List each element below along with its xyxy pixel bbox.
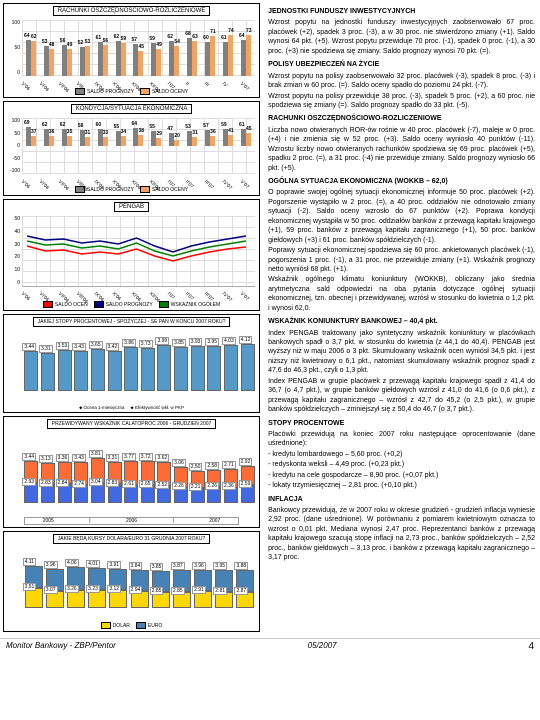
chart-inflacja-prog: PRZEWIDYWANY WSKAŹNIK CALATOPROC 2006 - …: [3, 416, 260, 528]
chart6-legend: DOLAR EURO: [6, 622, 257, 629]
page-number: 4: [528, 641, 534, 652]
chart5-title: PRZEWIDYWANY WSKAŹNIK CALATOPROC 2006 - …: [47, 419, 217, 429]
chart-ror: RACHUNKI OSZCZĘDNOŚCIOWO-ROZLICZENIOWE 1…: [3, 3, 260, 98]
footer: Monitor Bankowy - ZBP/Pentor 05/2007 4: [0, 638, 540, 654]
chart1-title: RACHUNKI OSZCZĘDNOŚCIOWO-ROZLICZENIOWE: [53, 6, 211, 16]
h-ror: RACHUNKI OSZCZĘDNOŚCIOWO-ROZLICZENIOWE: [268, 114, 535, 123]
chart3-legend: SALDO OCEN SALDO PROGNOZY WSKAŹNIK OGÓŁE…: [6, 301, 257, 308]
chart3-area: 50403020100 V'06VI'06VII'06VIII'06IX'06X…: [22, 216, 255, 287]
l-stopy1: - kredytu lombardowego – 5,60 proc. (+0,…: [268, 450, 535, 459]
p-jednostki: Wzrost popytu na jednostki funduszy inwe…: [268, 18, 535, 56]
l-stopy4: - lokaty trzymiesięcznej – 2,81 proc. (+…: [268, 481, 535, 490]
p-inflacja: Bankowcy przewidują, że w 2007 roku w ok…: [268, 506, 535, 563]
chart4-area: 3.443.313.533.433.653.423.863.733.993.85…: [22, 331, 255, 391]
chart4-legend: ⬥ Ocena 1-miesięczna ⬥ Efektywność wkł. …: [6, 405, 257, 410]
p-polisy2: Wzrost popytu na polisy przewiduje 38 pr…: [268, 92, 535, 111]
h-stopy: STOPY PROCENTOWE: [268, 419, 535, 428]
chart-kursy: JAKIE BĘDĄ KURSY DOLARA/EURO 31 GRUDNIA …: [3, 531, 260, 632]
chart6-area: 4.113.513.963.074.063.264.013.233.913.12…: [22, 548, 255, 608]
chart3-title: PENGAB: [114, 202, 149, 212]
p-polisy1: Wzrost popytu na polisy zaobserwowało 32…: [268, 72, 535, 91]
p-ogolna2: Poprawy sytuacji ekonomicznej spodziewa …: [268, 246, 535, 274]
chart2-area: 100500-50-100 69376236623558316033553464…: [22, 118, 255, 174]
chart-pengab: PENGAB 50403020100 V'06VI'06VII'06VIII'0…: [3, 199, 260, 311]
chart2-title: KONDYCJA/SYTUACJA EKONOMICZNA: [71, 104, 193, 114]
chart-stopy: JAKIEJ STOPY PROCENTOWEJ - SPOŻYCZEJ - S…: [3, 314, 260, 413]
p-wskaznik1: Index PENGAB traktowany jako syntetyczny…: [268, 329, 535, 376]
h-jednostki: JEDNOSTKI FUNDUSZY INWESTYCYJNYCH: [268, 7, 535, 16]
h-wskaznik: WSKAŹNIK KONIUNKTURY BANKOWEJ – 40,4 pkt…: [268, 317, 535, 326]
h-ogolna: OGÓLNA SYTUACJA EKONOMICZNA (WOKKB – 62,…: [268, 177, 535, 186]
p-ogolna3: Wskaźnik ogólnego klimatu koniunktury (W…: [268, 275, 535, 313]
h-inflacja: INFLACJA: [268, 495, 535, 504]
l-stopy3: - kredytu na cele gospodarcze – 8,90 pro…: [268, 471, 535, 480]
footer-left: Monitor Bankowy - ZBP/Pentor: [6, 641, 116, 652]
chart6-title: JAKIE BĘDĄ KURSY DOLARA/EURO 31 GRUDNIA …: [53, 534, 210, 544]
chart1-area: 100500 646253485649525361566259574559496…: [22, 20, 255, 76]
p-stopy: Placówki przewidują na koniec 2007 roku …: [268, 430, 535, 449]
chart5-area: 3.442.933.132.833.362.843.432.743.813.04…: [22, 433, 255, 503]
chart4-title: JAKIEJ STOPY PROCENTOWEJ - SPOŻYCZEJ - S…: [33, 317, 231, 327]
footer-center: 05/2007: [308, 641, 337, 652]
p-ogolna1: O poprawie swojej ogólnej sytuacji ekono…: [268, 188, 535, 245]
p-wskaznik2: Index PENGAB w grupie placówek z przewag…: [268, 377, 535, 415]
h-polisy: POLISY UBEZPIECZEŃ NA ŻYCIE: [268, 60, 535, 69]
l-stopy2: - redyskonta weksli – 4,49 proc. (+0,23 …: [268, 460, 535, 469]
chart-kondycja: KONDYCJA/SYTUACJA EKONOMICZNA 100500-50-…: [3, 101, 260, 196]
p-ror: Liczba nowo otwieranych ROR-ów rośnie w …: [268, 126, 535, 173]
